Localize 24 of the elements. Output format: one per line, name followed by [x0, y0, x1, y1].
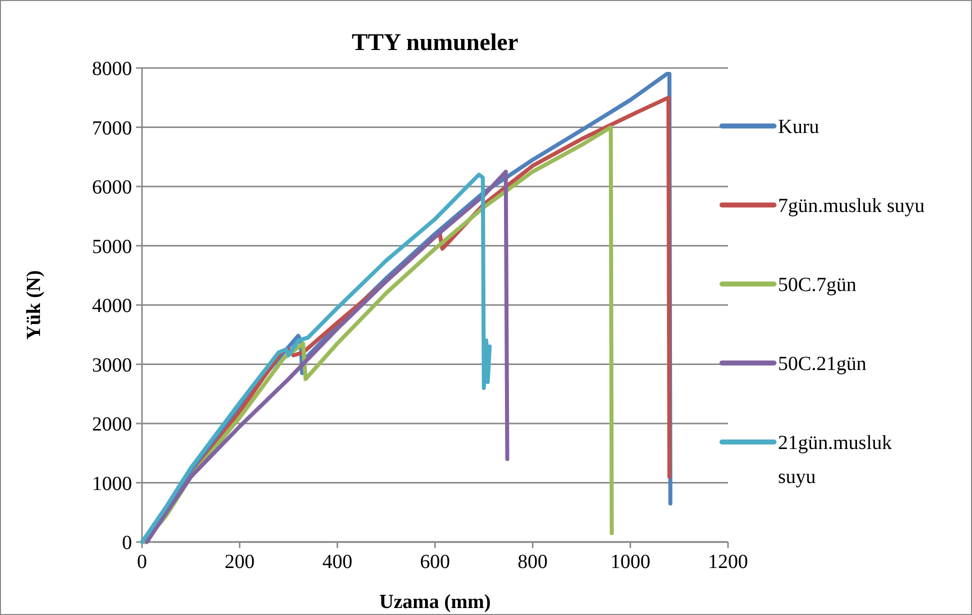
legend-label: 50C.7gün	[778, 274, 856, 296]
legend-label: 7gün.musluk suyu	[778, 195, 925, 217]
y-tick-label: 6000	[92, 176, 132, 198]
y-tick-label: 4000	[92, 295, 132, 317]
legend-label: Kuru	[778, 116, 820, 138]
x-tick-label: 400	[322, 551, 352, 573]
y-tick-label: 7000	[92, 117, 132, 140]
x-tick-label: 1200	[708, 551, 748, 573]
y-tick-label: 0	[122, 532, 132, 554]
chart-title: TTY numuneler	[352, 30, 519, 56]
x-tick-label: 1000	[610, 551, 650, 573]
y-tick-label: 3000	[92, 354, 132, 376]
y-tick-label: 1000	[92, 472, 132, 495]
x-tick-label: 600	[420, 551, 450, 573]
legend-label: 21gün.musluk suyu	[778, 432, 892, 488]
legend-label: 50C.21gün	[778, 353, 866, 375]
y-tick-label: 2000	[92, 414, 132, 436]
y-tick-label: 5000	[92, 236, 132, 258]
x-tick-label: 200	[224, 551, 255, 573]
x-axis-title: Uzama (mm)	[379, 591, 491, 613]
x-tick-label: 800	[518, 551, 548, 573]
y-tick-label: 8000	[92, 58, 132, 80]
x-tick-label: 0	[137, 551, 147, 573]
y-axis-title: Yük (N)	[23, 270, 45, 340]
